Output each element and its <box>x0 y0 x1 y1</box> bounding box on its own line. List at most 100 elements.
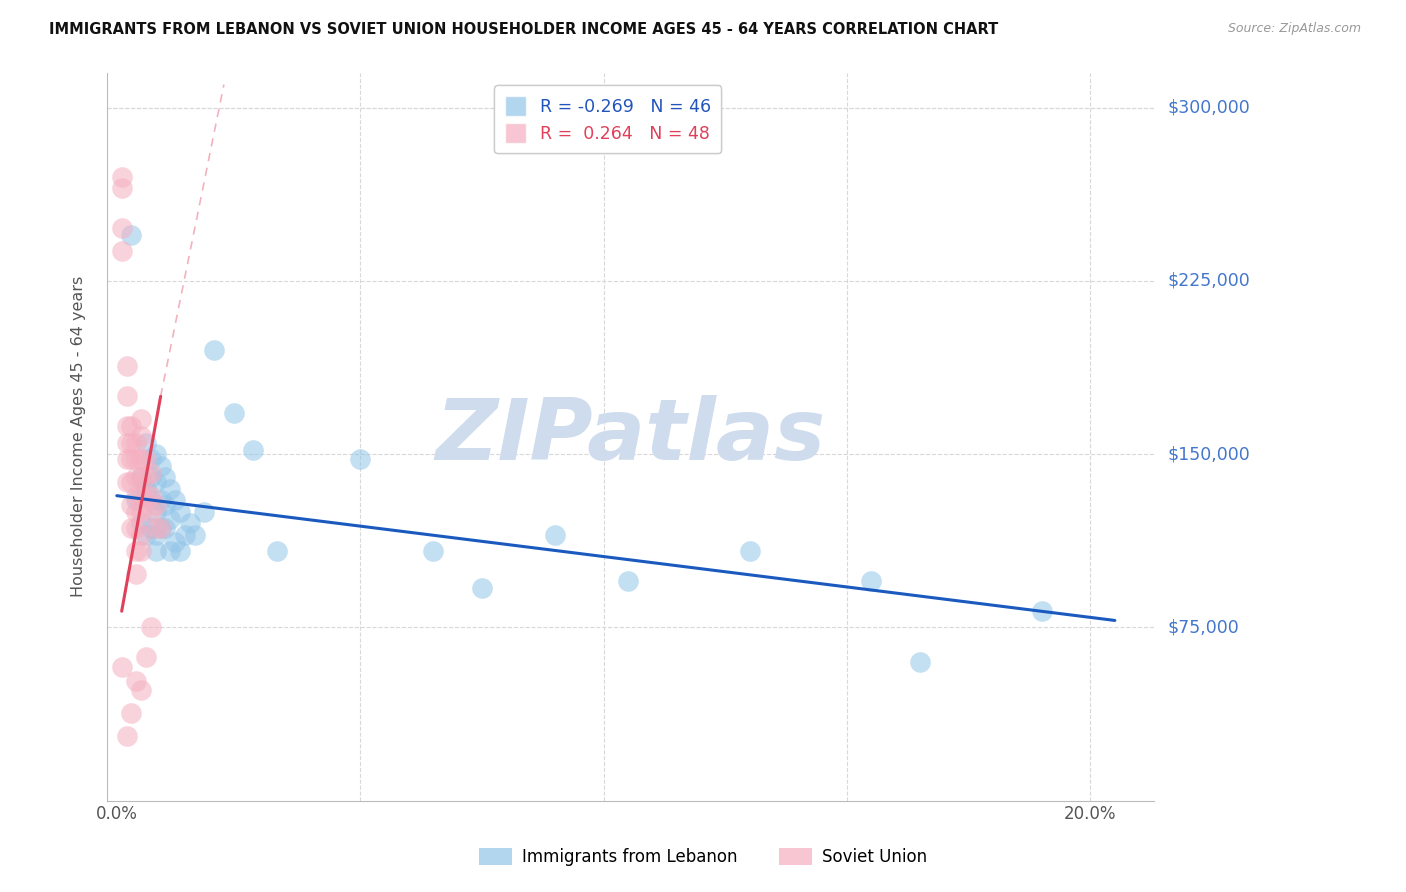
Point <box>145 521 167 535</box>
Point <box>165 493 187 508</box>
Point <box>1031 604 1053 618</box>
Point <box>149 521 172 535</box>
Point <box>242 442 264 457</box>
Point <box>115 729 138 743</box>
Text: ZIPatlas: ZIPatlas <box>436 395 825 478</box>
Point <box>183 528 205 542</box>
Point <box>222 405 245 419</box>
Text: $75,000: $75,000 <box>1167 618 1240 636</box>
Point <box>738 544 761 558</box>
Text: $300,000: $300,000 <box>1167 99 1250 117</box>
Point <box>120 419 142 434</box>
Point <box>135 489 157 503</box>
Point <box>129 505 152 519</box>
Point <box>125 435 148 450</box>
Point <box>120 451 142 466</box>
Point <box>145 475 167 489</box>
Point <box>115 435 138 450</box>
Point <box>125 544 148 558</box>
Legend: Immigrants from Lebanon, Soviet Union: Immigrants from Lebanon, Soviet Union <box>472 841 934 873</box>
Point <box>111 181 134 195</box>
Point <box>129 470 152 484</box>
Point <box>135 470 157 484</box>
Point <box>139 451 162 466</box>
Point <box>129 470 152 484</box>
Point <box>111 659 134 673</box>
Point <box>139 489 162 503</box>
Point <box>129 428 152 442</box>
Point <box>155 470 177 484</box>
Point <box>145 544 167 558</box>
Point <box>544 528 567 542</box>
Point <box>139 466 162 480</box>
Point <box>115 475 138 489</box>
Point <box>139 620 162 634</box>
Point <box>145 505 167 519</box>
Point <box>129 489 152 503</box>
Point <box>120 435 142 450</box>
Point <box>120 498 142 512</box>
Point <box>135 435 157 450</box>
Point <box>266 544 288 558</box>
Point <box>145 447 167 461</box>
Point <box>174 528 197 542</box>
Point <box>125 489 148 503</box>
Point <box>125 567 148 582</box>
Point <box>145 498 167 512</box>
Point <box>349 451 371 466</box>
Point <box>139 493 162 508</box>
Point <box>135 482 157 496</box>
Point <box>120 706 142 720</box>
Point <box>149 493 172 508</box>
Point <box>125 505 148 519</box>
Point <box>125 493 148 508</box>
Text: $150,000: $150,000 <box>1167 445 1250 463</box>
Point <box>129 528 152 542</box>
Point <box>159 482 181 496</box>
Point <box>135 528 157 542</box>
Point <box>202 343 225 358</box>
Point <box>169 505 191 519</box>
Point <box>139 470 162 484</box>
Point <box>165 535 187 549</box>
Point <box>115 451 138 466</box>
Point <box>145 528 167 542</box>
Point <box>471 581 494 595</box>
Point <box>135 650 157 665</box>
Text: IMMIGRANTS FROM LEBANON VS SOVIET UNION HOUSEHOLDER INCOME AGES 45 - 64 YEARS CO: IMMIGRANTS FROM LEBANON VS SOVIET UNION … <box>49 22 998 37</box>
Point <box>179 516 201 531</box>
Point <box>125 470 148 484</box>
Point <box>120 475 142 489</box>
Point <box>422 544 444 558</box>
Point <box>139 505 162 519</box>
Point <box>120 521 142 535</box>
Point <box>617 574 640 589</box>
Point <box>115 359 138 374</box>
Point <box>125 451 148 466</box>
Point <box>111 220 134 235</box>
Point <box>908 655 931 669</box>
Point <box>169 544 191 558</box>
Point <box>129 682 152 697</box>
Point <box>129 451 152 466</box>
Point <box>155 498 177 512</box>
Point <box>155 521 177 535</box>
Point <box>159 512 181 526</box>
Point <box>135 451 157 466</box>
Point <box>129 516 152 531</box>
Point <box>159 544 181 558</box>
Point <box>193 505 215 519</box>
Point <box>860 574 883 589</box>
Text: $225,000: $225,000 <box>1167 272 1250 290</box>
Point <box>111 244 134 258</box>
Point <box>125 673 148 688</box>
Point <box>115 389 138 403</box>
Text: Source: ZipAtlas.com: Source: ZipAtlas.com <box>1227 22 1361 36</box>
Point <box>129 412 152 426</box>
Point <box>115 419 138 434</box>
Y-axis label: Householder Income Ages 45 - 64 years: Householder Income Ages 45 - 64 years <box>72 277 86 598</box>
Point <box>129 544 152 558</box>
Point <box>149 458 172 473</box>
Point <box>139 521 162 535</box>
Legend: R = -0.269   N = 46, R =  0.264   N = 48: R = -0.269 N = 46, R = 0.264 N = 48 <box>495 86 721 153</box>
